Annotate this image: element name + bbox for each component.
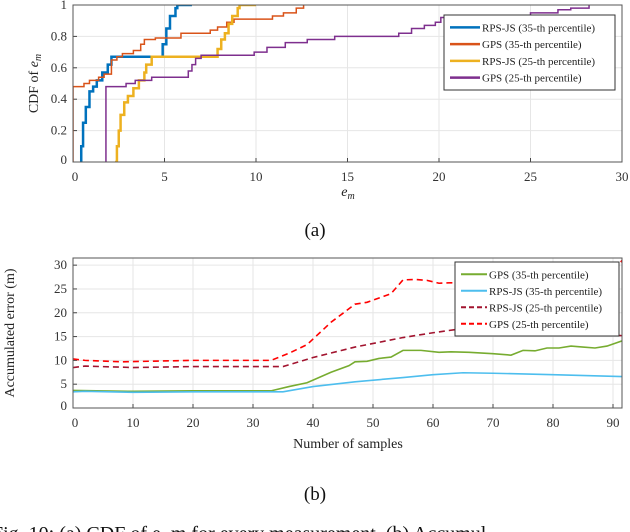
y-axis-label: Accumulated error (m): [3, 268, 18, 397]
chart-b: 0 10 20 30 40 50 60 70 80 90 0 5 10 15 20 25 30 GPS (35-t…: [3, 257, 623, 452]
x-tick-label: 10: [250, 169, 263, 184]
y-tick-label: 5: [61, 376, 68, 391]
x-tick-label: 60: [427, 415, 440, 430]
x-axis-label: Number of samples: [293, 437, 403, 452]
y-tick-label: 0.4: [51, 91, 68, 106]
axes-frame: [72, 257, 623, 409]
legend: RPS-JS (35-th percentile) GPS (35-th perc…: [443, 14, 616, 91]
legend-label: RPS-JS (35-th percentile): [489, 286, 602, 298]
y-tick-label: 25: [54, 281, 67, 296]
y-tick-label: 0.2: [51, 123, 67, 138]
y-tick-label: 20: [54, 305, 67, 320]
axes-frame: [72, 4, 623, 163]
legend-label: RPS-JS (35-th percentile): [482, 22, 595, 34]
y-tick-label: 30: [54, 257, 67, 272]
x-tick-label: 20: [433, 169, 446, 184]
y-tick-label: 0.8: [51, 28, 67, 43]
y-tick-label: 1: [61, 0, 68, 12]
y-tick-label: 15: [54, 329, 67, 344]
chart-a: 0 5 10 15 20 25 30 0 0.2 0.4 0.6 0.8 1 RPS-JS (35-th …: [27, 0, 629, 202]
x-tick-label: 15: [341, 169, 354, 184]
x-tick-label: 30: [247, 415, 260, 430]
series-line-rps-js-35-th-percentile-: [73, 371, 622, 394]
series-line-gps-35-th-percentile-: [73, 5, 305, 162]
legend-label: GPS (35-th percentile): [489, 269, 589, 281]
x-tick-label: 50: [367, 415, 380, 430]
x-tick-label: 20: [187, 415, 200, 430]
x-tick-label: 40: [307, 415, 320, 430]
y-tick-label: 0.6: [51, 60, 68, 75]
x-tick-label: 70: [487, 415, 500, 430]
legend-label: RPS-JS (25-th percentile): [489, 302, 602, 314]
legend-label: RPS-JS (25-th percentile): [482, 56, 595, 68]
x-tick-label: 90: [607, 415, 620, 430]
series-line-rps-js-35-th-percentile-: [79, 5, 192, 162]
series-line-rps-js-25-th-percentile-: [115, 5, 256, 162]
legend-label: GPS (35-th percentile): [482, 39, 582, 51]
x-tick-label: 80: [547, 415, 560, 430]
x-tick-label: 0: [72, 169, 79, 184]
x-tick-label: 0: [72, 415, 79, 430]
x-tick-label: 30: [616, 169, 629, 184]
y-tick-label: 0: [61, 152, 68, 167]
legend: GPS (35-th percentile) RPS-JS (35-th perc…: [454, 261, 620, 337]
x-tick-label: 5: [161, 169, 168, 184]
x-tick-label: 10: [127, 415, 140, 430]
y-axis-label: CDF of em: [27, 54, 44, 113]
x-tick-label: 25: [524, 169, 537, 184]
legend-label: GPS (25-th percentile): [482, 73, 582, 85]
y-tick-label: 10: [54, 352, 67, 367]
y-tick-label: 0: [61, 398, 68, 413]
series-line-gps-35-th-percentile-: [73, 340, 622, 393]
legend-label: GPS (25-th percentile): [489, 319, 589, 331]
x-axis-label: em: [341, 185, 354, 202]
